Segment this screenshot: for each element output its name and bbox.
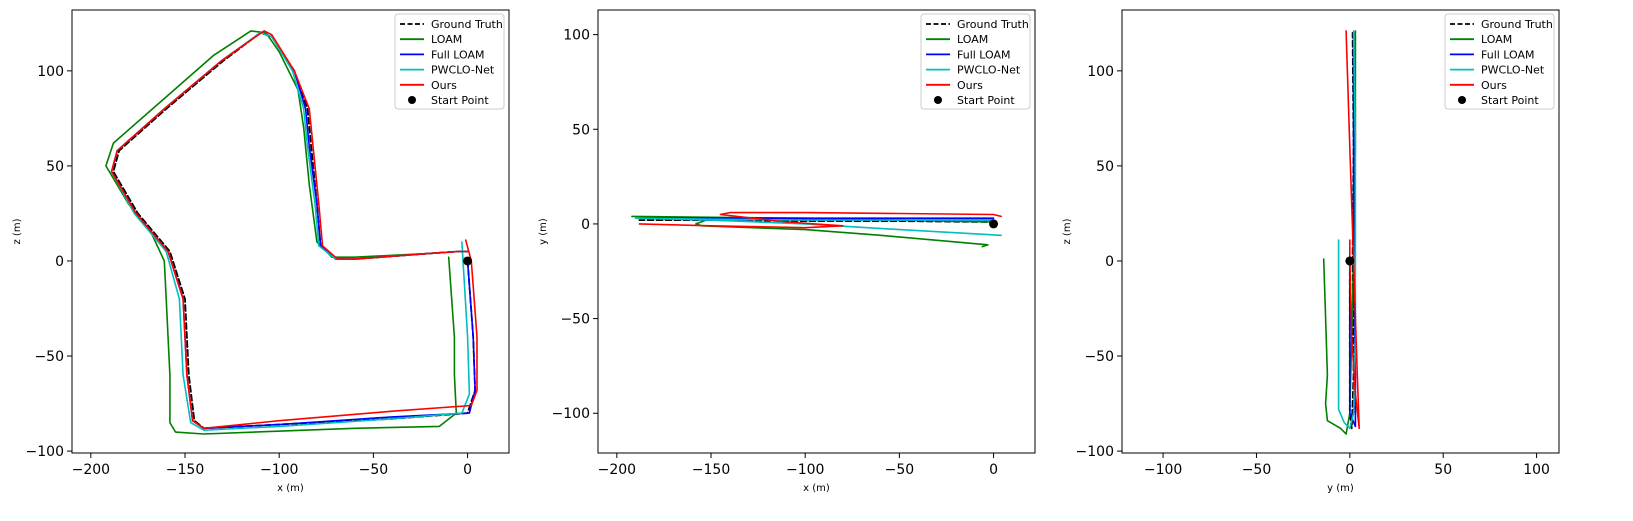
legend-label-ground-truth: Ground Truth	[957, 18, 1029, 31]
legend-label-full-loam: Full LOAM	[957, 48, 1011, 61]
axes-frame	[597, 9, 1036, 454]
legend-label-ours: Ours	[957, 79, 983, 92]
series-line-ours	[110, 30, 478, 430]
x-tick-label: 0	[1345, 462, 1354, 478]
x-tick-label: −150	[166, 462, 204, 478]
legend-label-loam: LOAM	[431, 33, 462, 46]
legend-marker-start-point	[934, 96, 942, 104]
x-tick-label: −150	[692, 462, 730, 478]
y-tick-label: 50	[46, 159, 64, 175]
x-tick-label: 0	[989, 462, 998, 478]
legend-marker-start-point	[1458, 96, 1466, 104]
legend: Ground Truth LOAM Full LOAM PWCLO-Net Ours St…	[920, 13, 1031, 110]
legend-label-start-point: Start Point	[1481, 94, 1539, 107]
y-tick-label: 0	[55, 254, 64, 270]
legend-label-loam: LOAM	[1481, 33, 1512, 46]
x-tick-label: −200	[72, 462, 110, 478]
y-tick-label: −50	[34, 349, 64, 365]
start-point-marker	[1345, 256, 1355, 266]
x-tick-label: 100	[1523, 462, 1550, 478]
subplot-2: −200 −150 −100 −50 0 −100 −50 0 50 100 x (m) y (m) G…	[538, 9, 1036, 494]
axes-frame	[71, 9, 510, 454]
legend-label-loam: LOAM	[957, 33, 988, 46]
x-axis-label: x (m)	[803, 483, 830, 494]
legend-label-full-loam: Full LOAM	[1481, 48, 1535, 61]
legend-label-full-loam: Full LOAM	[431, 48, 485, 61]
series-group	[105, 30, 478, 435]
legend-marker-start-point	[408, 96, 416, 104]
legend-label-ours: Ours	[1481, 79, 1507, 92]
y-tick-label: 0	[1105, 254, 1114, 270]
legend-label-ground-truth: Ground Truth	[431, 18, 503, 31]
x-axis-label: y (m)	[1327, 483, 1354, 494]
start-point-marker	[463, 256, 473, 266]
y-tick-label: −50	[560, 312, 590, 328]
series-line-ours	[1345, 30, 1360, 430]
x-tick-label: −50	[885, 462, 915, 478]
series-line-pwclo-net	[634, 217, 1002, 237]
x-axis-label: x (m)	[277, 483, 304, 494]
x-tick-label: 0	[463, 462, 472, 478]
x-tick-label: −100	[260, 462, 298, 478]
axes-frame	[1121, 9, 1560, 454]
x-tick-label: −100	[786, 462, 824, 478]
legend-label-pwclo-net: PWCLO-Net	[957, 64, 1021, 77]
series-group	[631, 211, 1002, 248]
series-line-ours	[638, 211, 1002, 229]
y-tick-label: 100	[1087, 64, 1114, 80]
legend: Ground Truth LOAM Full LOAM PWCLO-Net Ours St…	[394, 13, 505, 110]
legend-label-pwclo-net: PWCLO-Net	[431, 64, 495, 77]
series-group	[1322, 30, 1360, 435]
x-tick-label: −200	[598, 462, 636, 478]
y-tick-label: 100	[37, 64, 64, 80]
legend-label-start-point: Start Point	[431, 94, 489, 107]
legend-label-ground-truth: Ground Truth	[1481, 18, 1553, 31]
subplot-3: −100 −50 0 50 100 −100 −50 0 50 100 y (m) z (m) Grou…	[1062, 9, 1560, 494]
subplot-1: −200 −150 −100 −50 0 −100 −50 0 50 100 x (m) z (m) G…	[12, 9, 510, 494]
y-axis-label: z (m)	[1062, 218, 1073, 244]
y-tick-label: −100	[552, 406, 590, 422]
y-tick-label: −100	[26, 444, 64, 460]
y-tick-label: −100	[1076, 444, 1114, 460]
x-tick-label: −50	[359, 462, 389, 478]
legend-label-pwclo-net: PWCLO-Net	[1481, 64, 1545, 77]
series-line-loam	[1322, 30, 1357, 435]
series-line-pwclo-net	[1337, 30, 1357, 430]
y-tick-label: 0	[581, 217, 590, 233]
legend: Ground Truth LOAM Full LOAM PWCLO-Net Ours St…	[1444, 13, 1555, 110]
y-tick-label: 50	[1096, 159, 1114, 175]
x-tick-label: 50	[1434, 462, 1452, 478]
y-tick-label: 100	[563, 28, 590, 44]
y-tick-label: −50	[1084, 349, 1114, 365]
legend-label-ours: Ours	[431, 79, 457, 92]
start-point-marker	[989, 219, 999, 229]
y-tick-label: 50	[572, 122, 590, 138]
x-tick-label: −100	[1144, 462, 1182, 478]
legend-label-start-point: Start Point	[957, 94, 1015, 107]
x-tick-label: −50	[1242, 462, 1272, 478]
y-axis-label: z (m)	[12, 218, 23, 244]
y-axis-label: y (m)	[538, 218, 549, 245]
